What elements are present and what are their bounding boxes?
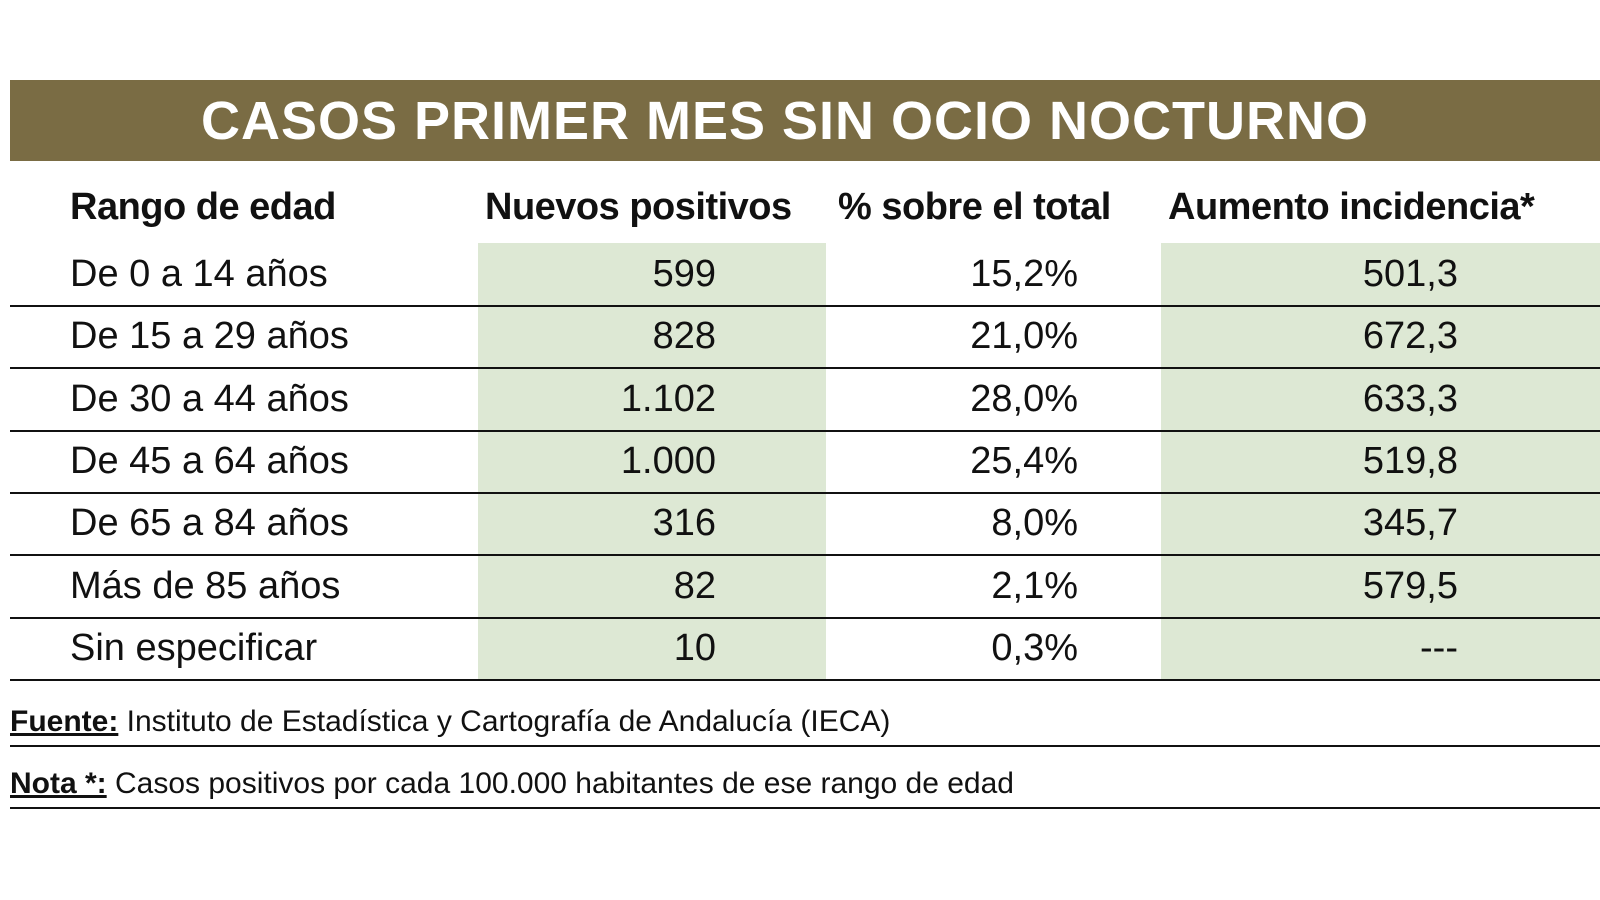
cell-incidence: 672,3 [1362, 315, 1458, 358]
row-divider [10, 429, 1600, 432]
cell-incidence: 501,3 [1362, 253, 1458, 295]
table-row: De 15 a 29 años 828 21,0% 672,3 [10, 307, 1600, 370]
cell-new-positives: 10 [673, 626, 716, 669]
row-divider [10, 367, 1600, 370]
cell-new-positives: 1.000 [620, 439, 716, 482]
cell-new-positives: 828 [652, 315, 716, 358]
cell-age-range: De 30 a 44 años [70, 377, 349, 420]
row-divider [10, 554, 1600, 557]
source-note: Fuente: Instituto de Estadística y Carto… [10, 705, 1600, 747]
table-row: Más de 85 años 82 2,1% 579,5 [10, 557, 1600, 619]
header-percent-total: % sobre el total [838, 186, 1111, 228]
row-divider [10, 616, 1600, 619]
cell-percent-total: 28,0% [970, 377, 1078, 420]
cell-age-range: De 65 a 84 años [70, 502, 349, 545]
table-row: De 45 a 64 años 1.000 25,4% 519,8 [10, 432, 1600, 494]
cell-new-positives: 1.102 [620, 377, 716, 420]
table-title: CASOS PRIMER MES SIN OCIO NOCTURNO [10, 80, 1600, 161]
cell-incidence: 345,7 [1362, 502, 1458, 545]
row-divider [10, 305, 1600, 307]
header-age-range: Rango de edad [70, 186, 336, 228]
cell-age-range: Sin especificar [70, 626, 318, 669]
cell-incidence: 633,3 [1362, 377, 1458, 420]
note-label: Nota *: [10, 767, 107, 800]
source-text: Instituto de Estadística y Cartografía d… [118, 705, 891, 738]
cell-percent-total: 25,4% [970, 439, 1078, 482]
cell-age-range: De 0 a 14 años [70, 253, 328, 295]
table-row: De 65 a 84 años 316 8,0% 345,7 [10, 494, 1600, 557]
cell-age-range: De 45 a 64 años [70, 439, 349, 482]
cell-percent-total: 21,0% [970, 315, 1078, 358]
cell-age-range: Más de 85 años [70, 564, 341, 607]
cell-percent-total: 8,0% [991, 502, 1078, 545]
cell-new-positives: 599 [652, 253, 716, 295]
header-incidence-increase: Aumento incidencia* [1168, 186, 1535, 228]
note-text: Casos positivos por cada 100.000 habitan… [106, 767, 1014, 800]
row-divider [10, 678, 1600, 681]
cell-percent-total: 0,3% [991, 626, 1078, 669]
cell-incidence: 579,5 [1362, 564, 1458, 607]
highlight-column-positives [478, 243, 826, 681]
header-new-positives: Nuevos positivos [485, 186, 792, 228]
cell-incidence: --- [1420, 626, 1458, 669]
cell-age-range: De 15 a 29 años [70, 315, 349, 358]
footnote: Nota *: Casos positivos por cada 100.000… [10, 767, 1600, 809]
cell-new-positives: 316 [652, 502, 716, 545]
row-divider [10, 491, 1600, 494]
table-row: Sin especificar 10 0,3% --- [10, 619, 1600, 681]
cell-percent-total: 15,2% [970, 253, 1078, 295]
table-row: De 30 a 44 años 1.102 28,0% 633,3 [10, 370, 1600, 432]
table-row: De 0 a 14 años 599 15,2% 501,3 [10, 245, 1600, 307]
cell-incidence: 519,8 [1362, 439, 1458, 482]
cell-new-positives: 82 [673, 564, 716, 607]
cell-percent-total: 2,1% [991, 564, 1078, 607]
highlight-column-incidence [1161, 243, 1600, 681]
source-label: Fuente: [10, 705, 119, 738]
